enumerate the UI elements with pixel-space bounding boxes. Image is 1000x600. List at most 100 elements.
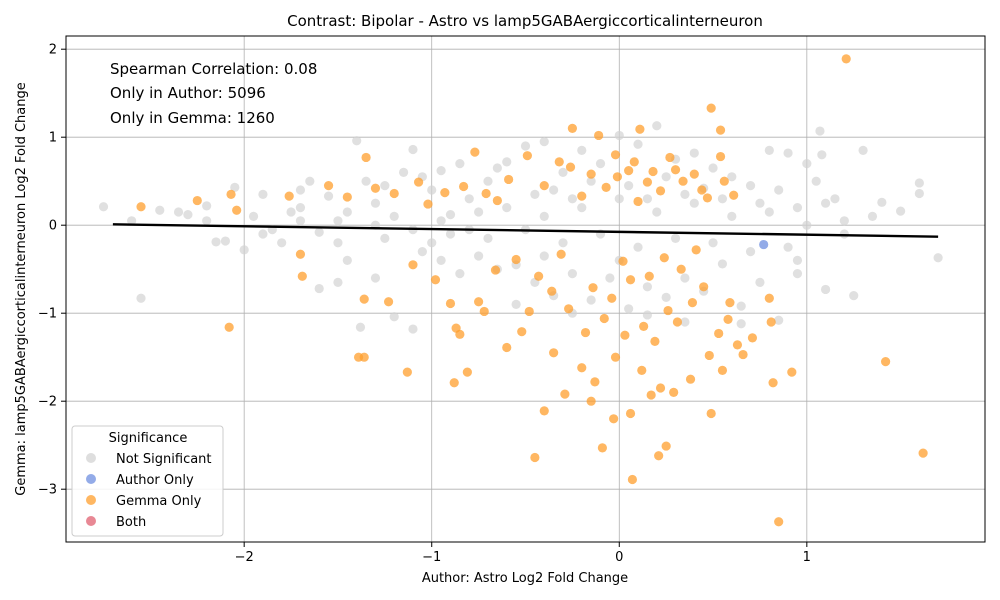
point-not-significant <box>314 283 324 294</box>
point-not-significant <box>567 269 577 279</box>
point-gemma-only <box>549 348 559 358</box>
point-gemma-only <box>685 374 696 384</box>
y-tick-label: −1 <box>38 307 57 322</box>
point-not-significant <box>792 255 803 265</box>
point-not-significant <box>736 301 746 311</box>
point-not-significant <box>652 207 662 217</box>
legend-marker-both <box>86 516 96 526</box>
point-not-significant <box>464 194 474 204</box>
point-gemma-only <box>534 271 544 281</box>
point-not-significant <box>745 247 756 257</box>
point-not-significant <box>202 216 212 226</box>
point-not-significant <box>333 238 343 248</box>
point-not-significant <box>811 176 821 186</box>
point-gemma-only <box>445 298 456 309</box>
point-gemma-only <box>323 181 334 191</box>
point-not-significant <box>755 277 765 287</box>
stats-annotations: Spearman Correlation: 0.08 Only in Autho… <box>110 60 317 127</box>
point-gemma-only <box>284 191 294 201</box>
point-gemma-only <box>359 352 369 362</box>
regression-line-group <box>112 223 939 238</box>
point-not-significant <box>258 229 268 239</box>
point-not-significant <box>370 273 381 283</box>
point-gemma-only <box>629 157 639 167</box>
point-not-significant <box>455 269 465 279</box>
point-not-significant <box>624 181 634 191</box>
point-not-significant <box>914 178 924 188</box>
point-gemma-only <box>594 130 604 141</box>
point-not-significant <box>858 145 868 155</box>
point-gemma-only <box>659 253 669 263</box>
point-not-significant <box>652 121 662 131</box>
point-not-significant <box>849 291 859 301</box>
point-not-significant <box>642 282 653 292</box>
point-not-significant <box>614 194 624 204</box>
point-gemma-only <box>588 283 598 293</box>
point-not-significant <box>577 145 587 155</box>
point-gemma-only <box>787 367 797 377</box>
point-gemma-only <box>738 349 748 360</box>
point-gemma-only <box>560 389 570 399</box>
legend-label-not-significant: Not Significant <box>116 452 212 467</box>
point-not-significant <box>595 159 606 169</box>
point-not-significant <box>295 185 306 195</box>
axes-frame <box>65 35 986 543</box>
point-not-significant <box>474 251 484 261</box>
point-gemma-only <box>599 313 609 324</box>
point-not-significant <box>558 167 568 177</box>
point-not-significant <box>933 253 943 263</box>
point-gemma-only <box>564 304 574 314</box>
point-gemma-only <box>768 378 778 388</box>
point-gemma-only <box>665 152 675 163</box>
point-not-significant <box>605 273 615 283</box>
point-gemma-only <box>618 256 628 266</box>
point-gemma-only <box>918 448 928 458</box>
point-gemma-only <box>612 172 623 182</box>
point-gemma-only <box>620 330 630 340</box>
point-gemma-only <box>841 54 851 64</box>
legend-marker-author-only <box>86 474 96 484</box>
point-gemma-only <box>637 365 647 375</box>
data-points <box>98 54 943 527</box>
point-not-significant <box>764 145 774 155</box>
point-gemma-only <box>663 305 673 316</box>
point-gemma-only <box>687 298 698 308</box>
point-not-significant <box>586 176 596 186</box>
point-not-significant <box>445 229 456 239</box>
point-not-significant <box>792 203 803 213</box>
point-gemma-only <box>474 297 484 307</box>
point-gemma-only <box>556 249 566 259</box>
point-not-significant <box>417 247 427 257</box>
spearman-annotation: Spearman Correlation: 0.08 <box>110 60 317 78</box>
axis-ticks: −2 −1 0 1 2 1 0 −1 −2 −3 <box>38 43 811 565</box>
point-not-significant <box>661 172 671 182</box>
point-not-significant <box>914 188 924 199</box>
point-gemma-only <box>715 125 726 135</box>
point-gemma-only <box>423 199 433 209</box>
point-gemma-only <box>522 151 532 161</box>
point-not-significant <box>277 238 287 248</box>
point-not-significant <box>520 141 531 151</box>
point-gemma-only <box>389 188 399 199</box>
point-gemma-only <box>479 306 489 317</box>
point-not-significant <box>408 144 418 155</box>
point-gemma-only <box>440 188 450 198</box>
point-not-significant <box>436 166 446 176</box>
y-tick-label: −2 <box>38 395 57 410</box>
point-gemma-only <box>669 387 679 397</box>
point-gemma-only <box>719 176 729 186</box>
point-not-significant <box>642 310 653 320</box>
point-not-significant <box>286 207 296 217</box>
point-gemma-only <box>702 193 713 203</box>
point-not-significant <box>474 207 484 217</box>
point-not-significant <box>577 203 587 213</box>
point-not-significant <box>586 295 596 305</box>
point-not-significant <box>680 273 690 283</box>
point-gemma-only <box>670 165 681 175</box>
point-gemma-only <box>586 169 596 179</box>
legend-label-gemma-only: Gemma Only <box>116 494 202 509</box>
point-gemma-only <box>565 162 576 172</box>
legend-label-both: Both <box>116 515 146 530</box>
point-not-significant <box>511 299 521 309</box>
